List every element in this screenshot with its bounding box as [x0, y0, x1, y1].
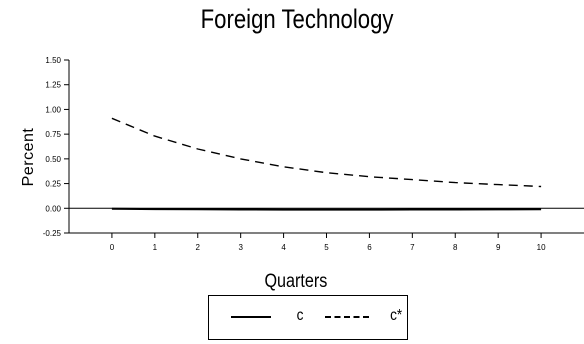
x-tick-label: 7 — [410, 243, 415, 252]
x-tick-label: 8 — [453, 243, 458, 252]
y-tick-label: 1.50 — [45, 56, 61, 65]
y-tick-label: 1.00 — [45, 105, 61, 114]
y-tick-label: 0.50 — [45, 155, 61, 164]
x-tick-label: 0 — [110, 243, 115, 252]
x-tick-label: 6 — [367, 243, 372, 252]
x-tick-label: 3 — [238, 243, 243, 252]
y-tick-label: 1.25 — [45, 81, 61, 90]
x-tick-label: 10 — [537, 243, 546, 252]
y-tick-label: 0.75 — [45, 130, 61, 139]
chart-title: Foreign Technology — [200, 4, 394, 34]
y-tick-label: 0.25 — [45, 180, 61, 189]
x-tick-label: 2 — [196, 243, 201, 252]
x-tick-label: 5 — [324, 243, 329, 252]
legend: c c* — [208, 295, 408, 340]
x-axis-label: Quarters — [264, 271, 328, 292]
legend-swatch-c — [231, 316, 271, 318]
x-tick-label: 9 — [496, 243, 501, 252]
legend-swatch-c-star — [325, 316, 369, 318]
series-line-c-star — [111, 117, 542, 188]
y-tick-label: 0.00 — [45, 204, 61, 213]
x-tick-label: 1 — [153, 243, 158, 252]
x-tick-label: 4 — [281, 243, 286, 252]
legend-label-c-star: c* — [390, 307, 403, 324]
series-line-c — [111, 207, 542, 211]
legend-label-c: c — [296, 307, 304, 324]
y-tick-label: -0.25 — [43, 229, 62, 238]
